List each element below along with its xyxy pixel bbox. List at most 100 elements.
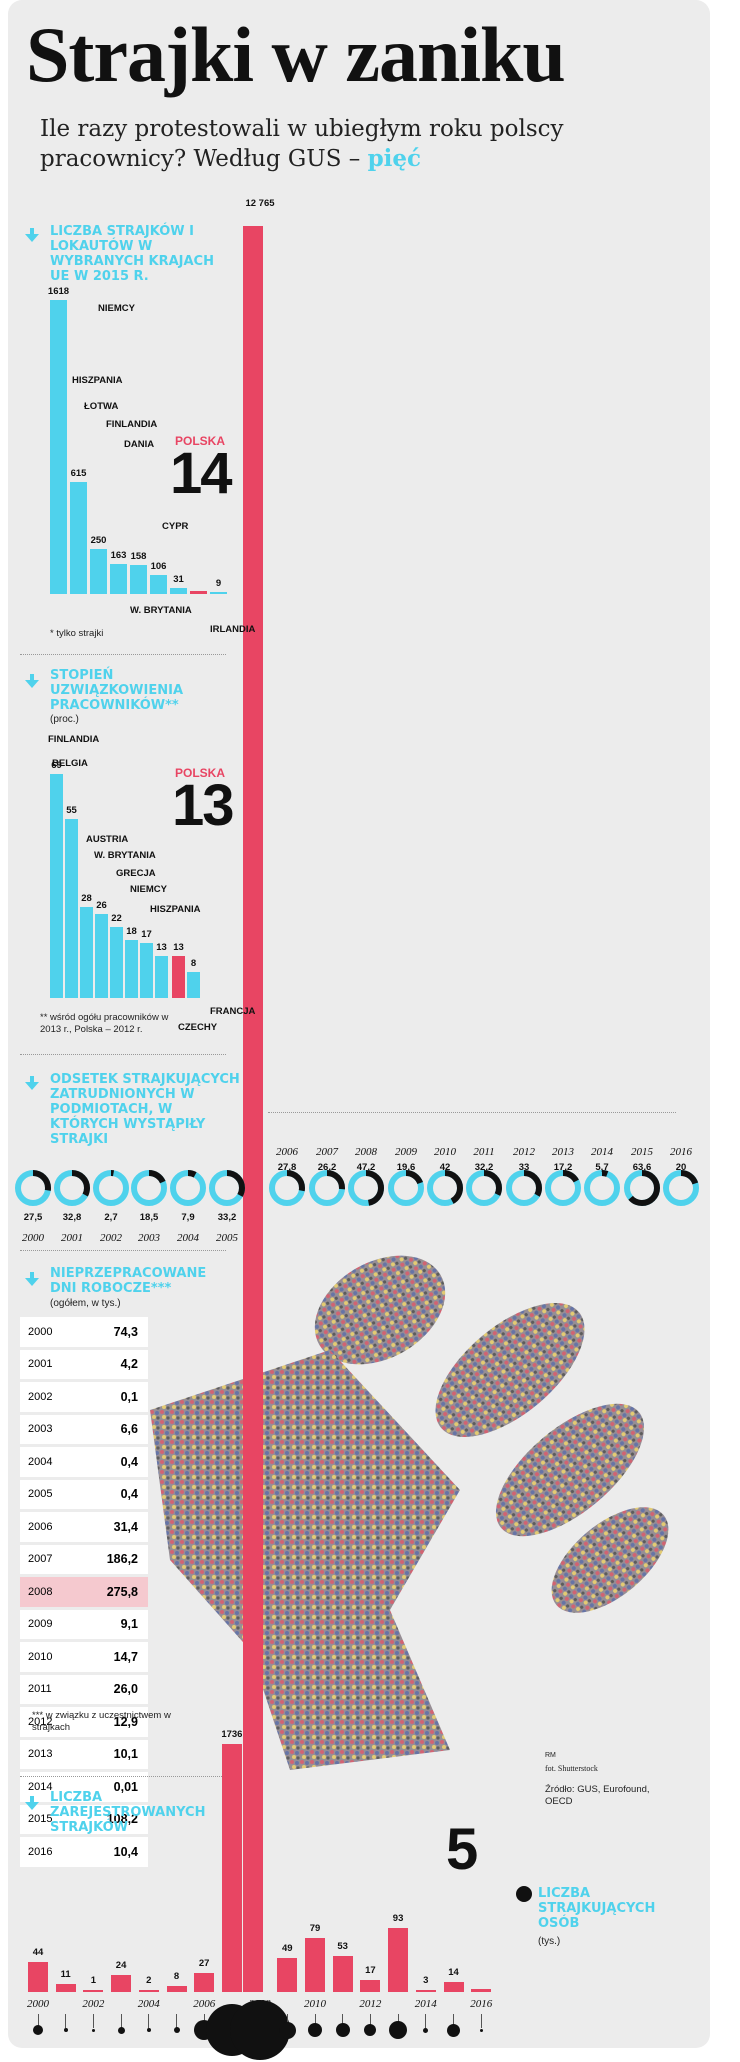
strikers-dot-2016 (480, 2014, 482, 2028)
bar-label: IRLANDIA (210, 624, 256, 635)
row-year: 2009 (20, 1608, 77, 1641)
registered-value: 24 (115, 1960, 127, 1972)
donut-2009 (388, 1170, 424, 1206)
row-value: 12,9 (77, 1705, 148, 1738)
section-union-unit: (proc.) (50, 714, 79, 725)
bar-czechy (155, 955, 168, 998)
row-value: 6,6 (77, 1413, 148, 1446)
registered-value: 2 (146, 1975, 152, 1986)
bar-value: 31 (173, 574, 184, 586)
strikers-dot-2015 (453, 2014, 454, 2028)
registered-bar-2016 (471, 1988, 492, 1992)
bar-label: FINLANDIA (48, 734, 100, 745)
bar-value: 158 (130, 551, 147, 563)
strikers-dot (146, 2028, 151, 2032)
donut-2006 (269, 1170, 305, 1206)
polska-label-2: POLSKA (175, 766, 226, 780)
row-year: 2000 (20, 1317, 77, 1348)
row-value: 186,2 (77, 1543, 148, 1576)
polska-value-2: 13 (172, 773, 234, 838)
registered-bar-2014 (415, 1989, 436, 1992)
chart-union: 69 FINLANDIA 55 BELGIA 28 AUSTRIA 26 W. BRYTANI… (0, 0, 255, 1040)
credit-author: RM (545, 1752, 556, 1759)
row-year: 2003 (20, 1413, 77, 1446)
registered-bar-2009 (277, 1958, 298, 1992)
row-value: 9,1 (77, 1608, 148, 1641)
row-value: 4,2 (77, 1348, 148, 1381)
bar-value: 22 (111, 912, 122, 924)
table-row: 2008 275,8 (20, 1575, 148, 1608)
bar-value: 69 (51, 760, 62, 771)
row-value: 74,3 (77, 1317, 148, 1348)
bar-value: 9 (215, 578, 222, 589)
bar-value: 1618 (47, 286, 70, 297)
year-label: 2012 (359, 1998, 382, 2010)
chart-share-donuts: 27,5 2000 32,8 2001 2,7 2002 18,5 2003 7,9 2004 33… (15, 1146, 699, 1244)
registered-bar-2004 (138, 1990, 159, 1992)
bar-value: 250 (90, 534, 107, 546)
bar-value: 17 (141, 928, 152, 940)
row-value: 10,4 (77, 1835, 148, 1868)
arrow-down-icon (25, 228, 39, 242)
strikers-dot (33, 2025, 43, 2035)
table-row: 2010 14,7 (20, 1640, 148, 1673)
row-year: 2007 (20, 1543, 77, 1576)
table-row: 2013 10,1 (20, 1738, 148, 1771)
donut-2012 (506, 1170, 542, 1206)
bar-value: 106 (150, 560, 167, 572)
bar-value: 18 (126, 925, 137, 937)
donut-2013 (545, 1170, 581, 1206)
donut-value: 32,8 (62, 1212, 82, 1223)
donut-year: 2009 (395, 1146, 417, 1158)
divider-5 (20, 1776, 226, 1777)
year-label: 2010 (304, 1998, 326, 2010)
bar-value: 55 (66, 805, 77, 817)
bar-label: W. BRYTANIA (94, 850, 156, 861)
subtitle-text: Ile razy protestowali w ubiegłym roku po… (40, 116, 564, 172)
donut-2015 (624, 1170, 660, 1206)
divider-3 (268, 1112, 676, 1113)
row-year: 2013 (20, 1738, 77, 1771)
section-share-title: ODSETEK STRAJKUJĄCYCH ZATRUDNIONYCH W PO… (50, 1072, 240, 1147)
divider-4 (20, 1250, 226, 1251)
donut-value: 18,5 (139, 1212, 159, 1223)
year-label: 2004 (137, 1998, 160, 2010)
table-row: 2012 12,9 (20, 1705, 148, 1738)
strikers-dot (447, 2023, 460, 2037)
registered-value: 93 (392, 1913, 404, 1924)
bar-label: CZECHY (178, 1022, 218, 1033)
row-year: 2012 (20, 1705, 77, 1738)
arrow-down-icon (25, 674, 39, 688)
bar-łotwa (90, 548, 107, 594)
registered-bar-2005 (166, 1986, 187, 1992)
donut-2004 (170, 1170, 206, 1206)
strikers-dot (63, 2028, 68, 2032)
crowd-photo (150, 1255, 669, 1770)
chart-strikes-eu: 1618 NIEMCY 615 HISZPANIA 250 ŁOTWA 163 FINLAND… (0, 0, 255, 640)
bar-label: DANIA (124, 439, 155, 450)
registered-2016-big: 5 (446, 1817, 478, 1882)
row-value: 26,0 (77, 1673, 148, 1706)
bar-finlandia (50, 774, 63, 998)
donut-year: 2000 (22, 1232, 44, 1244)
year-label: 2014 (414, 1998, 437, 2010)
section-strikes-eu-title: LICZBA STRAJKÓW I LOKAUTÓW W WYBRANYCH K… (50, 224, 214, 284)
row-year: 2008 (20, 1575, 77, 1608)
bar-polska (190, 591, 207, 594)
strikers-dot-2009 (286, 2014, 288, 2028)
strikers-dot (173, 2027, 180, 2033)
row-value: 31,4 (77, 1510, 148, 1543)
footnote-3: *** w związku z uczestnictwem w strajkac… (32, 1710, 171, 1733)
bar-label: HISZPANIA (150, 904, 201, 915)
strikers-dot-2000 (37, 2014, 39, 2028)
section-registered-title: LICZBA ZAREJESTROWANYCH STRAJKÓW (50, 1790, 206, 1835)
strikers-dot (364, 2024, 377, 2036)
section-strikers-unit: (tys.) (538, 1936, 561, 1947)
registered-value: 8 (173, 1971, 180, 1983)
bar-label: HISZPANIA (72, 375, 123, 386)
registered-value: 14 (448, 1967, 459, 1979)
donut-year: 2013 (552, 1146, 574, 1158)
bar-dania (130, 565, 147, 594)
section-days-title: NIEPRZEPRACOWANE DNI ROBOCZE*** (50, 1266, 207, 1296)
